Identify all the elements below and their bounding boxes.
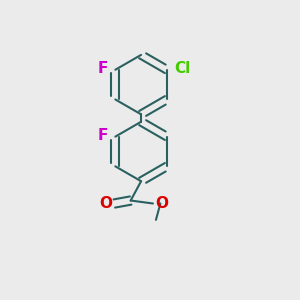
Text: F: F — [98, 61, 108, 76]
Text: F: F — [98, 128, 108, 142]
Text: O: O — [155, 196, 168, 211]
Text: Cl: Cl — [174, 61, 190, 76]
Text: O: O — [99, 196, 112, 211]
